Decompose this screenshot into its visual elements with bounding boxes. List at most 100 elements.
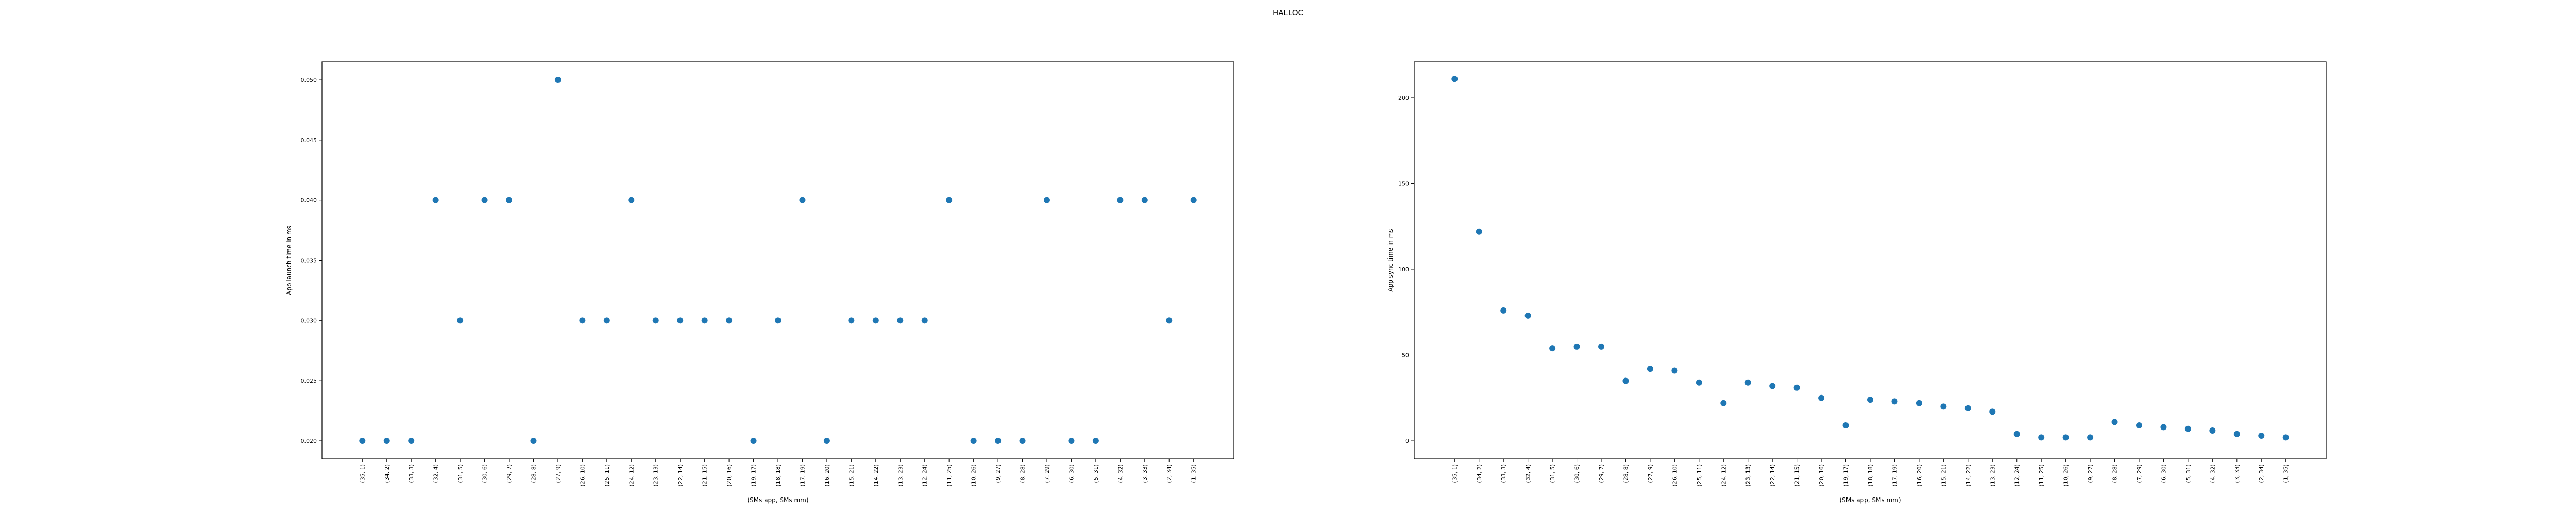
sync-x-tick-label: (27, 9) [1647, 464, 1654, 483]
launch-data-point [554, 77, 561, 83]
launch-x-tick-label: (3, 33) [1142, 464, 1148, 483]
sync-x-tick-label: (23, 13) [1745, 464, 1752, 487]
launch-data-point [897, 317, 904, 324]
launch-x-tick-label: (24, 12) [628, 464, 635, 487]
sync-data-point [1989, 408, 1996, 415]
sync-x-tick-label: (18, 18) [1867, 464, 1874, 487]
sync-y-tick-label: 200 [1398, 95, 1409, 101]
launch-data-point [579, 317, 586, 324]
sync-data-point [2282, 434, 2289, 441]
launch-data-point [726, 317, 733, 324]
launch-data-point [921, 317, 928, 324]
launch-data-point [823, 437, 830, 444]
launch-x-tick-label: (32, 4) [433, 464, 439, 483]
sync-x-tick-label: (21, 15) [1794, 464, 1801, 487]
launch-y-tick-label: 0.045 [301, 137, 317, 144]
sync-data-point [1720, 400, 1727, 406]
sync-time-panel: 0 50 100 150 200 (35, 1) (34, 2) (33, 3) (32, 4)… [1387, 61, 2327, 504]
launch-data-point [1117, 197, 1124, 203]
launch-data-point [1068, 437, 1075, 444]
sync-x-tick-label: (14, 22) [1965, 464, 1972, 487]
sync-y-tick-label: 0 [1405, 438, 1409, 444]
launch-y-tick-label: 0.020 [301, 438, 317, 444]
launch-x-tick-label: (25, 11) [604, 464, 611, 487]
launch-x-tick-label: (23, 13) [653, 464, 659, 487]
sync-y-tick-label: 150 [1398, 180, 1409, 187]
sync-x-tick-label: (6, 30) [2160, 464, 2167, 483]
sync-x-tick-label: (11, 25) [2038, 464, 2045, 487]
launch-x-tick-label: (4, 32) [1117, 464, 1124, 483]
sync-data-point [2209, 427, 2216, 434]
launch-plot-frame [321, 61, 1234, 459]
sync-x-tick-label: (20, 16) [1818, 464, 1825, 487]
launch-x-tick-label: (14, 22) [873, 464, 879, 487]
sync-data-point [1671, 367, 1678, 374]
sync-x-tick-label: (19, 17) [1843, 464, 1850, 487]
launch-x-tick-label: (12, 24) [922, 464, 928, 487]
sync-data-point [1598, 343, 1605, 350]
launch-y-axis-label: App launch time in ms [285, 226, 293, 295]
launch-x-tick-label: (33, 3) [408, 464, 415, 483]
sync-data-point [2087, 434, 2094, 441]
sync-y-tick-label: 100 [1398, 266, 1409, 273]
launch-y-tick-label: 0.035 [301, 258, 317, 264]
sync-x-tick-label: (9, 27) [2087, 464, 2094, 483]
sync-x-tick-label: (8, 28) [2112, 464, 2119, 483]
sync-data-point [1451, 76, 1458, 82]
launch-data-point [1092, 437, 1099, 444]
launch-data-point [457, 317, 464, 324]
figure-title: HALLOC [1273, 8, 1303, 18]
sync-x-tick-label: (4, 32) [2209, 464, 2216, 483]
launch-data-point [603, 317, 610, 324]
launch-y-tick-label: 0.050 [301, 77, 317, 83]
launch-x-tick-label: (27, 9) [555, 464, 562, 483]
launch-data-point [970, 437, 977, 444]
sync-x-tick-label: (7, 29) [2136, 464, 2143, 483]
launch-data-point [432, 197, 439, 203]
launch-x-tick-label: (5, 31) [1093, 464, 1099, 483]
launch-x-tick-label: (26, 10) [579, 464, 586, 487]
sync-y-tick-label: 50 [1402, 352, 1409, 359]
launch-data-point [1043, 197, 1050, 203]
sync-data-point [2258, 433, 2265, 439]
sync-x-tick-label: (35, 1) [1451, 464, 1458, 483]
sync-x-tick-label: (12, 24) [2014, 464, 2021, 487]
sync-data-point [2013, 431, 2020, 437]
launch-x-tick-label: (22, 14) [677, 464, 684, 487]
launch-x-tick-label: (28, 8) [530, 464, 537, 483]
sync-data-point [1573, 343, 1580, 350]
launch-data-point [750, 437, 757, 444]
sync-x-tick-label: (22, 14) [1769, 464, 1776, 487]
launch-data-point [359, 437, 366, 444]
launch-data-point [701, 317, 708, 324]
launch-data-point [530, 437, 537, 444]
sync-data-point [1916, 400, 1922, 406]
sync-x-tick-label: (13, 23) [1989, 464, 1996, 487]
sync-data-point [1867, 397, 1873, 403]
sync-data-point [1696, 379, 1702, 386]
sync-data-point [1549, 345, 1556, 352]
sync-x-tick-label: (30, 6) [1574, 464, 1581, 483]
sync-y-axis-label: App sync time in ms [1387, 229, 1394, 291]
launch-x-tick-label: (16, 20) [824, 464, 831, 487]
sync-data-point [1744, 379, 1751, 386]
sync-x-tick-label: (24, 12) [1720, 464, 1727, 487]
launch-x-tick-label: (18, 18) [775, 464, 782, 487]
launch-x-tick-label: (11, 25) [946, 464, 953, 487]
launch-x-tick-label: (35, 1) [359, 464, 366, 483]
launch-x-tick-label: (30, 6) [482, 464, 488, 483]
sync-x-tick-label: (26, 10) [1671, 464, 1678, 487]
sync-x-tick-label: (5, 31) [2185, 464, 2192, 483]
sync-data-point [1476, 228, 1482, 235]
sync-x-tick-label: (1, 35) [2283, 464, 2290, 483]
launch-data-point [946, 197, 953, 203]
launch-data-point [1019, 437, 1026, 444]
launch-time-panel: 0.020 0.025 0.030 0.035 0.040 0.045 0.050 (35, … [285, 61, 1234, 504]
sync-x-tick-label: (3, 33) [2234, 464, 2241, 483]
sync-data-point [1793, 384, 1800, 391]
sync-x-axis-label: (SMs app, SMs mm) [1839, 496, 1901, 504]
launch-y-tick-label: 0.030 [301, 317, 317, 324]
launch-data-point [677, 317, 684, 324]
launch-data-point [506, 197, 513, 203]
launch-x-tick-label: (9, 27) [995, 464, 1002, 483]
